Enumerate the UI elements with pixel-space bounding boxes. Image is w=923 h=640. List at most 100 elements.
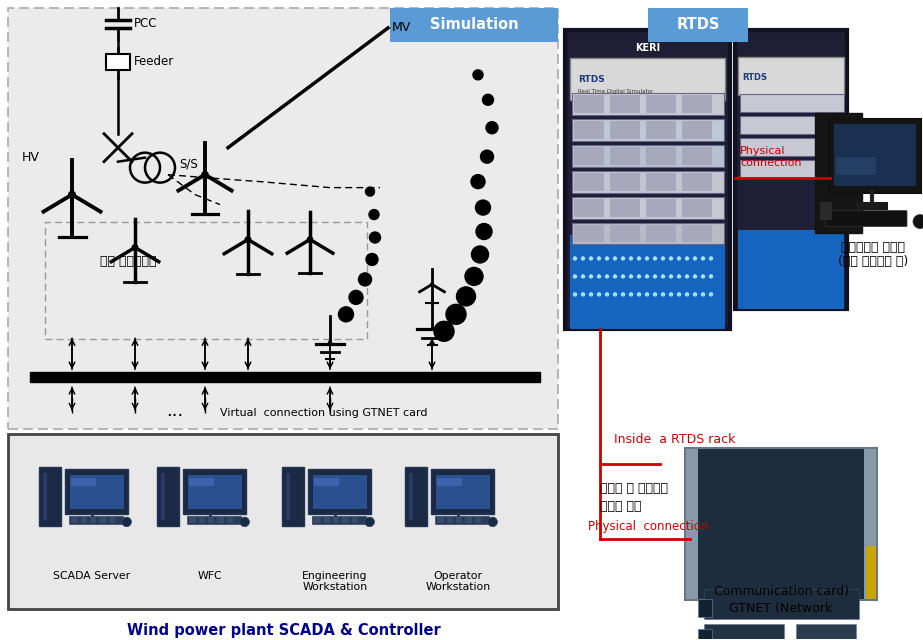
Bar: [314, 477, 339, 486]
Circle shape: [629, 293, 632, 296]
FancyBboxPatch shape: [8, 434, 558, 609]
Text: GTNET (Network: GTNET (Network: [729, 602, 833, 615]
Text: (결과 모니터링 등): (결과 모니터링 등): [838, 255, 908, 268]
Bar: [646, 147, 676, 164]
Circle shape: [621, 257, 625, 260]
Bar: [438, 517, 444, 523]
Text: Wind power plant SCADA & Controller: Wind power plant SCADA & Controller: [127, 623, 441, 638]
Bar: [574, 225, 604, 243]
Bar: [682, 198, 712, 216]
Circle shape: [669, 275, 673, 278]
Text: KERI: KERI: [635, 43, 661, 53]
Bar: [436, 475, 490, 509]
Bar: [570, 58, 725, 100]
Circle shape: [483, 94, 494, 105]
FancyBboxPatch shape: [157, 467, 179, 525]
Circle shape: [686, 275, 689, 278]
Circle shape: [590, 257, 593, 260]
FancyBboxPatch shape: [183, 469, 246, 514]
Bar: [572, 171, 724, 193]
Circle shape: [486, 122, 498, 134]
Circle shape: [240, 517, 249, 527]
Text: 데이터 통신: 데이터 통신: [600, 500, 641, 513]
Circle shape: [614, 257, 617, 260]
Bar: [610, 121, 640, 139]
Bar: [682, 173, 712, 191]
Circle shape: [581, 293, 584, 296]
Text: Operator
Workstation: Operator Workstation: [426, 571, 490, 593]
Bar: [610, 225, 640, 243]
Circle shape: [597, 257, 601, 260]
Circle shape: [573, 257, 577, 260]
Circle shape: [590, 275, 593, 278]
Circle shape: [638, 293, 641, 296]
Bar: [740, 159, 844, 178]
Bar: [227, 517, 234, 523]
Bar: [646, 198, 676, 216]
Circle shape: [710, 275, 713, 278]
Bar: [572, 93, 724, 115]
Circle shape: [597, 293, 601, 296]
Bar: [286, 474, 291, 520]
Bar: [570, 234, 725, 330]
Circle shape: [662, 275, 665, 278]
Circle shape: [653, 257, 656, 260]
Bar: [572, 196, 724, 218]
Bar: [69, 516, 123, 524]
Bar: [187, 516, 241, 524]
Bar: [342, 517, 349, 523]
Text: Simulation: Simulation: [430, 17, 519, 33]
Bar: [333, 517, 340, 523]
Bar: [188, 475, 242, 509]
FancyBboxPatch shape: [829, 119, 921, 193]
Bar: [43, 474, 47, 520]
Circle shape: [638, 275, 641, 278]
Bar: [682, 225, 712, 243]
Bar: [740, 94, 844, 112]
FancyBboxPatch shape: [815, 113, 862, 232]
Bar: [313, 475, 366, 509]
Text: ...: ...: [166, 402, 184, 420]
FancyBboxPatch shape: [66, 469, 128, 514]
Bar: [474, 517, 481, 523]
Bar: [217, 517, 223, 523]
Bar: [79, 518, 105, 522]
Circle shape: [581, 275, 584, 278]
Text: Physical  connection: Physical connection: [588, 520, 708, 533]
Bar: [738, 57, 844, 95]
Bar: [864, 449, 876, 599]
Bar: [80, 517, 87, 523]
Bar: [686, 449, 698, 599]
Circle shape: [662, 257, 665, 260]
Bar: [738, 230, 844, 309]
Bar: [438, 477, 462, 486]
Circle shape: [913, 214, 923, 228]
Circle shape: [686, 293, 689, 296]
Text: 제어값 및 모니터링: 제어값 및 모니터링: [600, 483, 668, 495]
Text: Real Time Digital Simulator: Real Time Digital Simulator: [578, 90, 653, 94]
Bar: [435, 516, 489, 524]
Bar: [574, 95, 604, 113]
Bar: [323, 518, 348, 522]
Circle shape: [358, 273, 371, 286]
Bar: [312, 516, 366, 524]
Circle shape: [693, 293, 697, 296]
Text: Feeder: Feeder: [134, 56, 174, 68]
Bar: [106, 54, 130, 70]
Circle shape: [573, 293, 577, 296]
Bar: [572, 119, 724, 141]
Circle shape: [677, 257, 680, 260]
Bar: [409, 474, 414, 520]
Circle shape: [597, 275, 601, 278]
Bar: [70, 475, 124, 509]
Text: S/S: S/S: [179, 157, 198, 170]
Bar: [189, 517, 196, 523]
Circle shape: [365, 517, 375, 527]
Circle shape: [476, 223, 492, 239]
FancyBboxPatch shape: [390, 8, 558, 42]
Text: Inside  a RTDS rack: Inside a RTDS rack: [614, 433, 736, 445]
Text: SCADA Server: SCADA Server: [54, 571, 130, 581]
Text: PCC: PCC: [134, 17, 158, 31]
Circle shape: [629, 275, 632, 278]
Bar: [572, 223, 724, 244]
